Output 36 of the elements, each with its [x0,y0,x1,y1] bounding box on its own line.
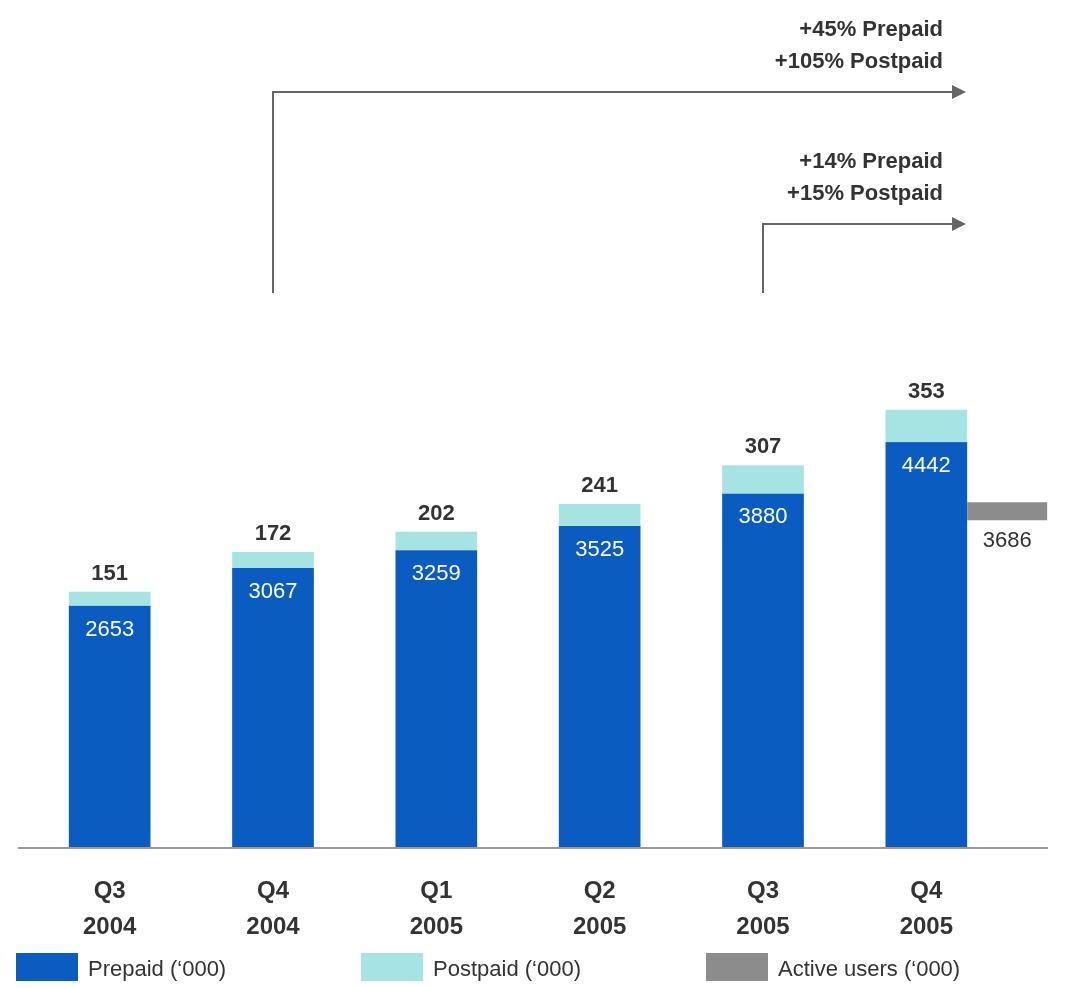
x-tick-label: Q1 2005 [409,876,464,939]
bar [395,531,478,551]
text: +45% Prepaid +105% Postpaid [774,16,943,73]
text: +14% Prepaid +15% Postpaid [787,148,943,205]
x-tick-label: Q3 2004 [82,876,138,939]
bar [68,605,151,848]
data-label: 4442 [901,452,951,478]
ref-line-label: 3686 [982,527,1032,553]
legend-label: Prepaid (‘000) [88,956,227,981]
data-label: 307 [744,433,782,459]
bar [395,550,478,848]
text: Active users (‘000) [778,956,961,981]
data-label: 151 [91,559,129,585]
bar [558,503,641,526]
data-label: 2653 [85,615,135,641]
x-tick-label: Q3 2005 [736,876,790,939]
bar [722,465,804,494]
data-label: 241 [581,471,619,497]
x-tick-label: Q4 2004 [246,876,301,939]
data-label: 353 [907,377,945,403]
bar [885,442,968,848]
data-label: 3067 [248,577,298,603]
bar [68,591,151,606]
bar [232,552,314,568]
data-label: 202 [417,499,455,525]
x-tick-label: Q4 2005 [899,876,954,939]
bar [558,525,641,848]
bar [885,409,968,443]
data-label: 3259 [411,560,461,586]
bar [232,567,314,848]
x-tick-label: Q2 2005 [572,876,627,939]
bar [722,493,804,848]
data-label: 172 [254,520,292,545]
legend-label: Postpaid (‘000) [433,956,581,981]
data-label: 3880 [738,503,788,529]
data-label: 3525 [575,535,625,561]
